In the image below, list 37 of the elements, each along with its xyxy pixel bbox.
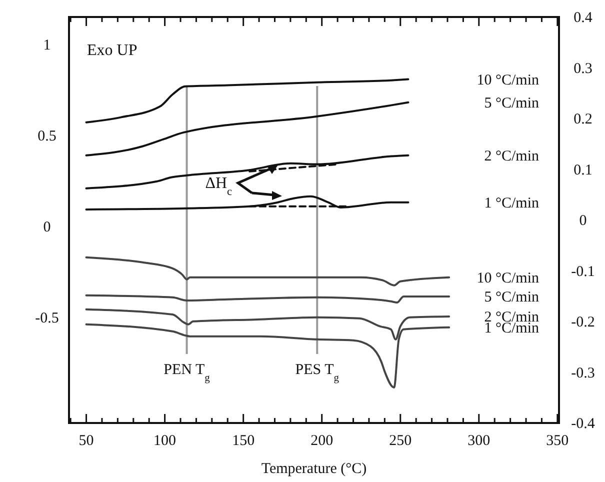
x-axis-title: Temperature (°C) — [261, 461, 367, 477]
x-tick-label: 200 — [310, 433, 334, 449]
text: 10 °C/min — [476, 72, 540, 88]
y2-tick-label: 0.1 — [574, 162, 592, 178]
line-series — [85, 78, 410, 124]
y2-tick-label: 0 — [579, 213, 587, 229]
line-series — [85, 256, 450, 286]
y2-tick-label: -0.1 — [571, 264, 595, 280]
y-tick-label: 0.5 — [38, 128, 56, 144]
x-tick-label: 350 — [546, 433, 569, 449]
x-tick-label: 250 — [389, 433, 412, 449]
y2-tick-label: -0.4 — [571, 416, 596, 432]
x-tick-label: 100 — [154, 433, 176, 449]
y2-tick-label: -0.3 — [571, 365, 595, 382]
x-tick-label: 50 — [78, 433, 94, 449]
text: 5 °C/min — [484, 289, 540, 306]
line-series — [85, 294, 450, 304]
ref-line-label: PEN T$_{g}$ — [164, 362, 211, 384]
line-series — [85, 195, 410, 210]
text: 1 °C/min — [484, 195, 540, 212]
y2-tick-label: 0.2 — [574, 112, 592, 128]
y2-tick-label: 0.3 — [574, 60, 592, 77]
ref-line-label: PES T$_{g}$ — [295, 362, 340, 384]
annotation: ΔH$_{c}$ — [205, 175, 232, 198]
y-tick-label: 1 — [43, 37, 51, 54]
annotation: Exo UP — [87, 42, 138, 59]
y2-tick-label: -0.2 — [571, 314, 595, 330]
y-tick-label: -0.5 — [35, 310, 59, 326]
text: 5 °C/min — [484, 95, 540, 112]
y-tick-label: 0 — [43, 219, 51, 236]
y2-tick-label: 0.4 — [574, 10, 593, 26]
line-series — [85, 101, 410, 156]
line-series — [85, 154, 410, 190]
x-tick-label: 300 — [468, 433, 490, 449]
text: 2 °C/min — [484, 148, 540, 164]
x-tick-label: 150 — [232, 433, 255, 449]
series-label: 10 °C/min — [476, 270, 540, 286]
